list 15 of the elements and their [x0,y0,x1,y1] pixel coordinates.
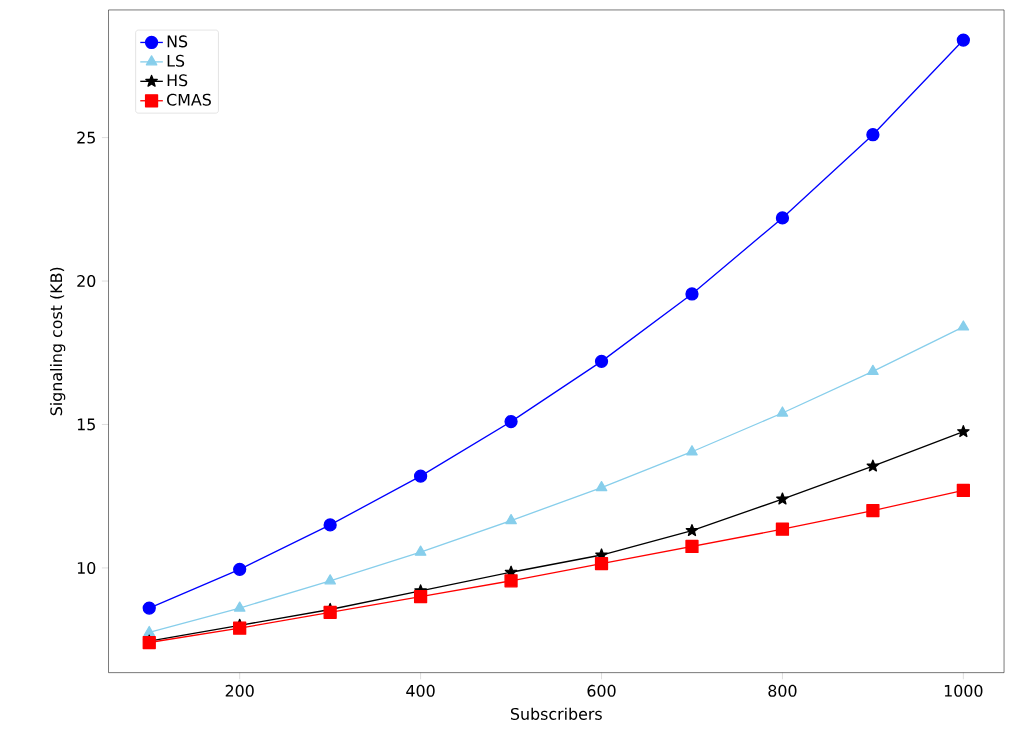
y-tick-label: 20 [77,274,96,287]
legend-label: HS [167,74,188,87]
x-tick-label: 400 [406,684,435,697]
legend-label: NS [167,35,188,48]
y-tick-label: 25 [77,131,95,144]
x-axis-title: Subscribers [510,707,602,720]
x-tick-label: 600 [587,684,616,697]
y-tick-label: 15 [77,418,95,431]
x-tick-label: 1000 [944,684,983,697]
legend-label: CMAS [167,93,211,106]
x-tick-label: 800 [768,684,797,697]
legend-label: LS [167,54,185,67]
y-tick-label: 10 [77,561,96,574]
x-tick-label: 200 [225,684,254,697]
y-axis-title: Signaling cost (KB) [49,267,66,416]
